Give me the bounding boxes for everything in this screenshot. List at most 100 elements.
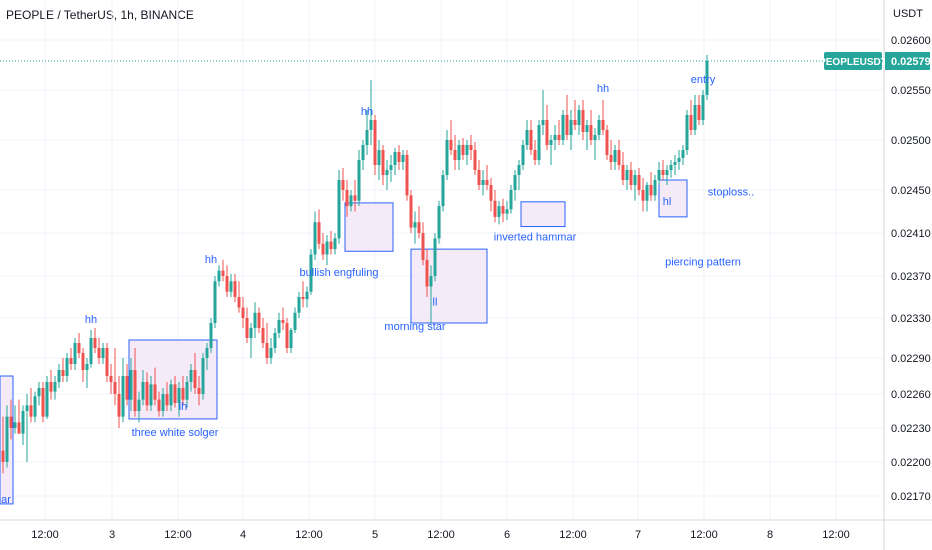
annotation-label: piercing pattern bbox=[665, 256, 741, 268]
annotation-label: stoploss.. bbox=[708, 186, 754, 198]
y-tick-label: 0.02600 bbox=[891, 35, 931, 47]
candle-body bbox=[645, 185, 649, 201]
candle-body bbox=[649, 185, 653, 196]
candle-body bbox=[265, 343, 269, 358]
annotation-label: hh bbox=[597, 83, 609, 95]
candle-body bbox=[173, 384, 177, 404]
candle-body bbox=[493, 200, 497, 217]
candle-body bbox=[665, 170, 669, 175]
candle-body bbox=[401, 155, 405, 162]
x-tick-label: 12:00 bbox=[427, 529, 455, 541]
x-tick-label: 12:00 bbox=[295, 529, 323, 541]
x-tick-label: 4 bbox=[240, 529, 246, 541]
x-tick-label: 12:00 bbox=[690, 529, 718, 541]
x-tick-label: 6 bbox=[504, 529, 510, 541]
candle-body bbox=[257, 312, 261, 328]
last-price: PEOPLEUSDT 0.02579 bbox=[0, 52, 931, 70]
candle-body bbox=[445, 140, 449, 175]
candle-body bbox=[9, 416, 13, 428]
candle-body bbox=[305, 291, 309, 300]
x-tick-label: 12:00 bbox=[822, 529, 850, 541]
candle-body bbox=[429, 276, 433, 287]
candle-body bbox=[481, 180, 485, 185]
candle-body bbox=[269, 348, 273, 358]
candle-body bbox=[565, 115, 569, 135]
candle-body bbox=[249, 328, 253, 338]
y-tick-label: 0.02500 bbox=[891, 135, 931, 147]
candle-body bbox=[233, 281, 237, 297]
candle-body bbox=[169, 384, 173, 406]
candle-body bbox=[693, 105, 697, 130]
annotation-label: ll bbox=[433, 296, 438, 308]
candle-body bbox=[69, 358, 73, 364]
candle-body bbox=[509, 190, 513, 210]
pattern-box bbox=[344, 202, 394, 252]
candle-body bbox=[425, 259, 429, 287]
candle-body bbox=[633, 175, 637, 185]
candle-body bbox=[181, 388, 185, 400]
candle-body bbox=[85, 364, 89, 370]
candle-body bbox=[301, 297, 305, 300]
candle-body bbox=[273, 333, 277, 348]
candle-body bbox=[513, 175, 517, 190]
symbol-title[interactable]: PEOPLE / TetherUS, 1h, BINANCE bbox=[6, 8, 194, 22]
candle-body bbox=[229, 281, 233, 292]
candle-body bbox=[381, 150, 385, 175]
candle-body bbox=[341, 180, 345, 190]
candle-body bbox=[285, 323, 289, 348]
candle-body bbox=[529, 130, 533, 150]
x-tick-label: 5 bbox=[372, 529, 378, 541]
candle-body bbox=[449, 140, 453, 150]
candle-body bbox=[101, 348, 105, 358]
candle-body bbox=[189, 370, 193, 382]
candle-body bbox=[441, 175, 445, 207]
candle-body bbox=[409, 195, 413, 228]
candle-body bbox=[657, 170, 661, 180]
y-tick-label: 0.02330 bbox=[891, 313, 931, 325]
y-tick-label: 0.02550 bbox=[891, 85, 931, 97]
x-tick-label: 7 bbox=[635, 529, 641, 541]
candle-body bbox=[49, 382, 53, 392]
candle-body bbox=[53, 382, 57, 392]
candle-body bbox=[689, 115, 693, 130]
candle-body bbox=[473, 150, 477, 170]
candle-body bbox=[133, 370, 137, 411]
candle-body bbox=[625, 170, 629, 180]
candle-body bbox=[237, 297, 241, 308]
candle-body bbox=[621, 165, 625, 180]
candle-body bbox=[681, 150, 685, 158]
candle-body bbox=[329, 241, 333, 250]
candle-body bbox=[585, 125, 589, 132]
candle-body bbox=[157, 399, 161, 411]
candle-body bbox=[361, 145, 365, 160]
candle-body bbox=[433, 238, 437, 276]
y-tick-label: 0.02410 bbox=[891, 228, 931, 240]
candle-body bbox=[213, 281, 217, 323]
candle-body bbox=[325, 241, 329, 255]
y-tick-label: 0.02370 bbox=[891, 271, 931, 283]
candle-body bbox=[397, 152, 401, 162]
candle-body bbox=[337, 180, 341, 239]
candle-body bbox=[641, 190, 645, 201]
annotation-label: three white solger bbox=[132, 427, 219, 439]
candle-body bbox=[25, 405, 29, 411]
x-tick-label: 12:00 bbox=[31, 529, 59, 541]
candle-body bbox=[557, 135, 561, 140]
candle-body bbox=[177, 388, 181, 404]
candle-body bbox=[197, 388, 201, 394]
candle-body bbox=[489, 185, 493, 201]
currency-label: USDT bbox=[893, 8, 923, 20]
candle-body bbox=[533, 150, 537, 160]
candle-body bbox=[573, 120, 577, 125]
candle-body bbox=[525, 130, 529, 145]
y-tick-label: 0.02290 bbox=[891, 353, 931, 365]
candle-body bbox=[501, 206, 505, 214]
candle-body bbox=[129, 370, 133, 400]
candle-body bbox=[145, 382, 149, 406]
annotation-label: morning star bbox=[384, 321, 445, 333]
candle-body bbox=[209, 323, 213, 348]
candle-body bbox=[29, 405, 33, 417]
x-tick-label: 12:00 bbox=[559, 529, 587, 541]
